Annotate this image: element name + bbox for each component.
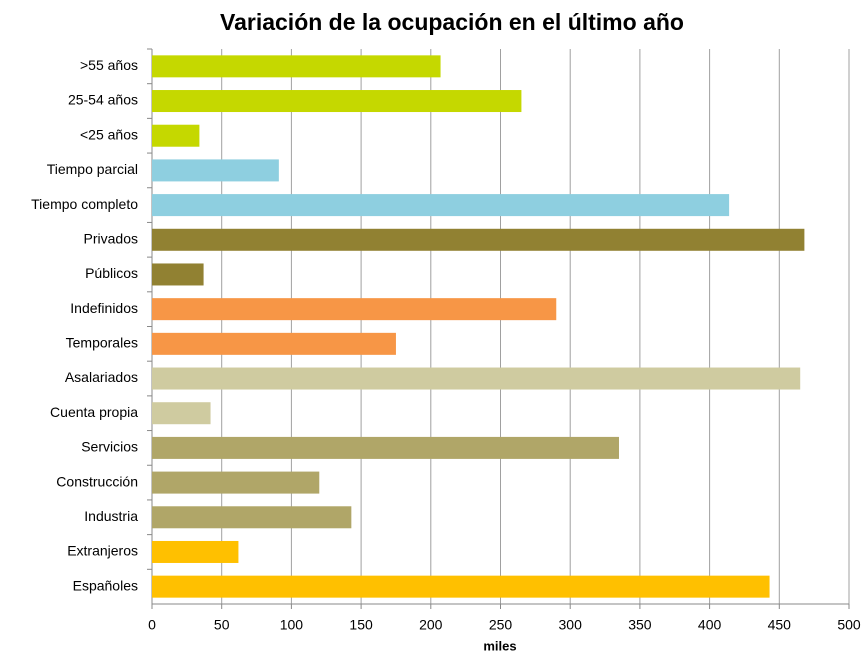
y-tick-label: Españoles xyxy=(73,577,138,593)
y-tick-label: Públicos xyxy=(85,265,138,281)
y-tick-label: >55 años xyxy=(80,57,138,73)
bar xyxy=(152,540,239,563)
y-tick-label: Privados xyxy=(84,230,138,246)
bar xyxy=(152,124,200,147)
bar xyxy=(152,332,396,355)
y-tick-label: Construcción xyxy=(56,473,138,489)
x-tick-label: 150 xyxy=(349,617,373,633)
bar xyxy=(152,506,352,529)
x-axis-title: miles xyxy=(483,638,516,653)
x-tick-label: 350 xyxy=(628,617,652,633)
y-tick-label: Cuenta propia xyxy=(50,404,138,420)
bar xyxy=(152,436,619,459)
bar xyxy=(152,471,320,494)
y-tick-label: <25 años xyxy=(80,126,138,142)
bar xyxy=(152,575,770,598)
x-tick-label: 50 xyxy=(214,617,230,633)
bar xyxy=(152,263,204,286)
y-tick-label: Servicios xyxy=(81,439,138,455)
y-tick-label: Tiempo completo xyxy=(31,196,138,212)
chart-title: Variación de la ocupación en el último a… xyxy=(220,9,684,35)
y-tick-label: Asalariados xyxy=(65,369,138,385)
y-tick-label: Industria xyxy=(84,508,138,524)
x-tick-label: 450 xyxy=(768,617,792,633)
x-tick-label: 100 xyxy=(280,617,304,633)
bar xyxy=(152,367,801,390)
x-tick-label: 300 xyxy=(559,617,583,633)
bar xyxy=(152,159,279,182)
y-tick-label: Tiempo parcial xyxy=(47,161,138,177)
bar xyxy=(152,55,441,78)
bar xyxy=(152,194,730,217)
x-tick-label: 500 xyxy=(837,617,861,633)
y-tick-label: 25-54 años xyxy=(68,92,138,108)
bar xyxy=(152,298,557,321)
y-tick-label: Extranjeros xyxy=(67,543,138,559)
x-tick-label: 200 xyxy=(419,617,443,633)
bar xyxy=(152,402,211,425)
bar xyxy=(152,228,805,251)
x-tick-label: 0 xyxy=(148,617,156,633)
y-tick-label: Indefinidos xyxy=(70,300,138,316)
x-tick-label: 250 xyxy=(489,617,513,633)
y-tick-label: Temporales xyxy=(66,335,138,351)
bar xyxy=(152,90,522,113)
x-tick-label: 400 xyxy=(698,617,722,633)
